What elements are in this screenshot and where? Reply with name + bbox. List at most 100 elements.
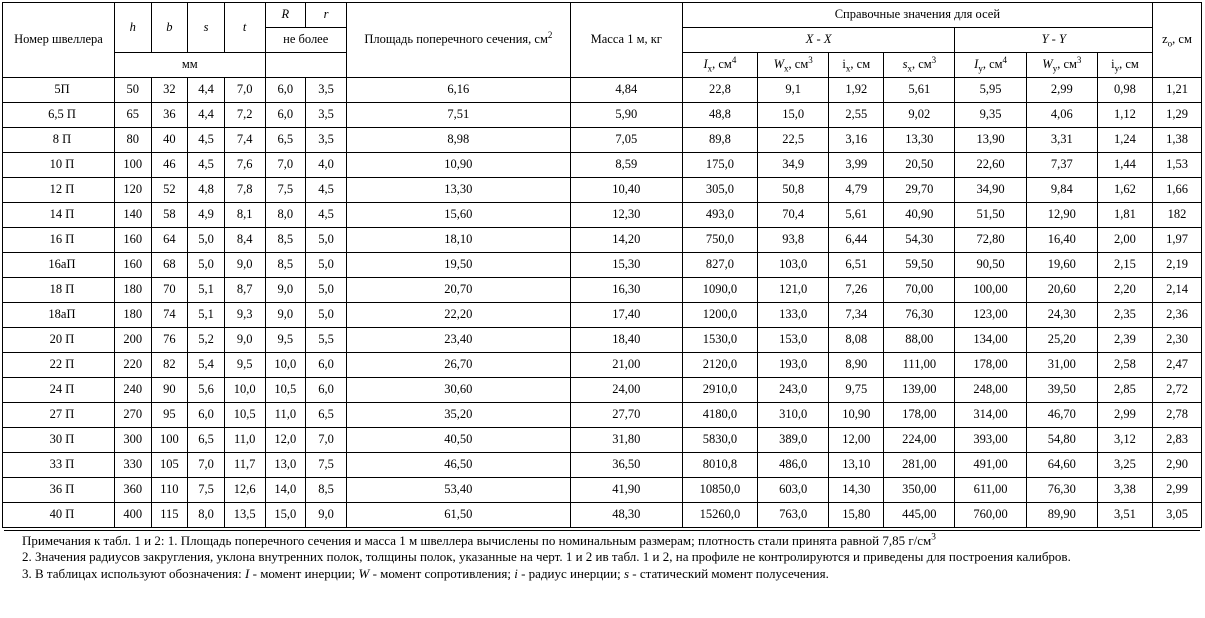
cell: 34,90 bbox=[955, 178, 1026, 203]
cell: 1,97 bbox=[1153, 228, 1202, 253]
table-row: 22 П220825,49,510,06,026,7021,002120,019… bbox=[3, 353, 1202, 378]
cell: 10,0 bbox=[224, 378, 265, 403]
cell: 12,6 bbox=[224, 478, 265, 503]
cell: 40,50 bbox=[346, 428, 570, 453]
table-row: 40 П4001158,013,515,09,061,5048,3015260,… bbox=[3, 503, 1202, 528]
cell: 18аП bbox=[3, 303, 115, 328]
cell: 486,0 bbox=[758, 453, 829, 478]
cell: 13,10 bbox=[829, 453, 884, 478]
cell: 100 bbox=[151, 428, 188, 453]
cell: 64,60 bbox=[1026, 453, 1097, 478]
cell: 5,4 bbox=[188, 353, 225, 378]
cell: 100 bbox=[114, 153, 151, 178]
cell: 15,30 bbox=[570, 253, 682, 278]
cell: 4,5 bbox=[188, 128, 225, 153]
cell: 1530,0 bbox=[682, 328, 757, 353]
cell: 64 bbox=[151, 228, 188, 253]
cell: 3,99 bbox=[829, 153, 884, 178]
cell: 27 П bbox=[3, 403, 115, 428]
cell: 14,30 bbox=[829, 478, 884, 503]
cell: 46 bbox=[151, 153, 188, 178]
cell: 180 bbox=[114, 303, 151, 328]
cell: 10,40 bbox=[570, 178, 682, 203]
cell: 14,0 bbox=[265, 478, 306, 503]
cell: 48,8 bbox=[682, 103, 757, 128]
cell: 3,12 bbox=[1097, 428, 1152, 453]
cell: 760,00 bbox=[955, 503, 1026, 528]
cell: 8,0 bbox=[265, 203, 306, 228]
cell: 46,50 bbox=[346, 453, 570, 478]
cell: 13,5 bbox=[224, 503, 265, 528]
cell: 9,3 bbox=[224, 303, 265, 328]
cell: 15,0 bbox=[758, 103, 829, 128]
cell: 18,10 bbox=[346, 228, 570, 253]
cell: 50 bbox=[114, 78, 151, 103]
cell: 2,58 bbox=[1097, 353, 1152, 378]
cell: 4,4 bbox=[188, 78, 225, 103]
cell: 24,00 bbox=[570, 378, 682, 403]
cell: 6,51 bbox=[829, 253, 884, 278]
cell: 8,59 bbox=[570, 153, 682, 178]
cell: 76,30 bbox=[1026, 478, 1097, 503]
cell: 36,50 bbox=[570, 453, 682, 478]
cell: 22,5 bbox=[758, 128, 829, 153]
cell: 40 bbox=[151, 128, 188, 153]
cell: 240 bbox=[114, 378, 151, 403]
cell: 61,50 bbox=[346, 503, 570, 528]
cell: 0,98 bbox=[1097, 78, 1152, 103]
col-Wx: Wx, см3 bbox=[758, 53, 829, 78]
cell: 134,00 bbox=[955, 328, 1026, 353]
cell: 8,98 bbox=[346, 128, 570, 153]
cell: 121,0 bbox=[758, 278, 829, 303]
cell: 10850,0 bbox=[682, 478, 757, 503]
cell: 4180,0 bbox=[682, 403, 757, 428]
cell: 611,00 bbox=[955, 478, 1026, 503]
cell: 18 П bbox=[3, 278, 115, 303]
cell: 7,2 bbox=[224, 103, 265, 128]
cell: 2,99 bbox=[1153, 478, 1202, 503]
cell: 7,34 bbox=[829, 303, 884, 328]
col-Wy: Wy, см3 bbox=[1026, 53, 1097, 78]
col-t: t bbox=[224, 3, 265, 53]
cell: 7,0 bbox=[306, 428, 347, 453]
cell: 12,0 bbox=[265, 428, 306, 453]
cell: 8,90 bbox=[829, 353, 884, 378]
cell: 30 П bbox=[3, 428, 115, 453]
cell: 305,0 bbox=[682, 178, 757, 203]
cell: 5,95 bbox=[955, 78, 1026, 103]
cell: 31,00 bbox=[1026, 353, 1097, 378]
cell: 10,90 bbox=[346, 153, 570, 178]
cell: 2,19 bbox=[1153, 253, 1202, 278]
cell: 7,0 bbox=[224, 78, 265, 103]
cell: 2,36 bbox=[1153, 303, 1202, 328]
cell: 3,5 bbox=[306, 103, 347, 128]
cell: 5,0 bbox=[306, 253, 347, 278]
cell: 22,60 bbox=[955, 153, 1026, 178]
cell: 10 П bbox=[3, 153, 115, 178]
table-head: Номер швеллера h b s t R r Площадь попер… bbox=[3, 3, 1202, 78]
cell: 20,70 bbox=[346, 278, 570, 303]
cell: 220 bbox=[114, 353, 151, 378]
cell: 90 bbox=[151, 378, 188, 403]
cell: 27,70 bbox=[570, 403, 682, 428]
col-zo: zo, см bbox=[1153, 3, 1202, 78]
cell: 4,8 bbox=[188, 178, 225, 203]
cell: 2,83 bbox=[1153, 428, 1202, 453]
cell: 4,06 bbox=[1026, 103, 1097, 128]
table-row: 27 П270956,010,511,06,535,2027,704180,03… bbox=[3, 403, 1202, 428]
cell: 9,0 bbox=[224, 328, 265, 353]
cell: 10,90 bbox=[829, 403, 884, 428]
cell: 1,38 bbox=[1153, 128, 1202, 153]
cell: 360 bbox=[114, 478, 151, 503]
table-row: 8 П80404,57,46,53,58,987,0589,822,53,161… bbox=[3, 128, 1202, 153]
cell: 76 bbox=[151, 328, 188, 353]
cell: 5,0 bbox=[188, 253, 225, 278]
cell: 22,20 bbox=[346, 303, 570, 328]
table-row: 20 П200765,29,09,55,523,4018,401530,0153… bbox=[3, 328, 1202, 353]
cell: 2,30 bbox=[1153, 328, 1202, 353]
cell: 182 bbox=[1153, 203, 1202, 228]
cell: 4,5 bbox=[306, 178, 347, 203]
cell: 6,0 bbox=[265, 103, 306, 128]
col-s: s bbox=[188, 3, 225, 53]
cell: 1200,0 bbox=[682, 303, 757, 328]
